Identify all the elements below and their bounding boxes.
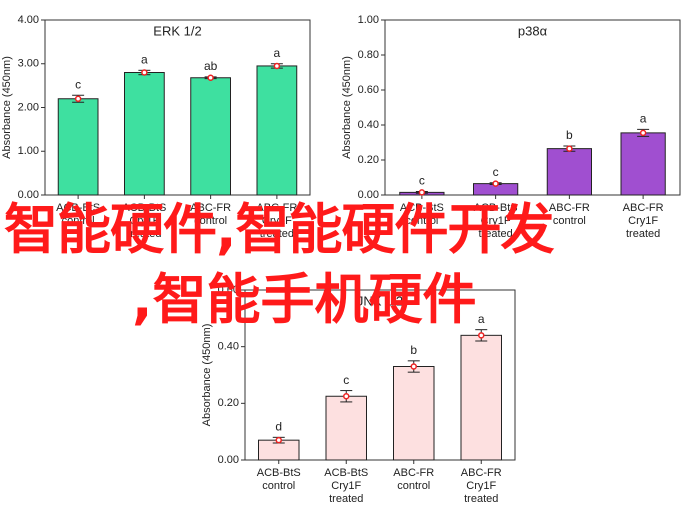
x-tick-label: ABC-FR bbox=[256, 202, 297, 214]
value-label: d bbox=[275, 420, 282, 434]
x-tick-label: Cry1F bbox=[481, 215, 511, 227]
x-tick-label: Cry1F bbox=[262, 215, 292, 227]
x-tick-label: treated bbox=[626, 228, 660, 240]
data-point bbox=[418, 189, 426, 196]
x-tick-label: Cry1F bbox=[331, 480, 361, 492]
x-tick-label: ACB-BtS bbox=[122, 202, 166, 214]
y-tick-label: 0.60 bbox=[358, 84, 379, 96]
chart-title: ERK 1/2 bbox=[153, 23, 201, 38]
x-tick-label: Cry1F bbox=[129, 215, 159, 227]
x-tick-label: treated bbox=[464, 493, 498, 505]
x-tick-label: ABC-FR bbox=[623, 202, 664, 214]
bar bbox=[124, 72, 165, 196]
data-point bbox=[492, 180, 499, 187]
x-tick-label: ACB-BtS bbox=[257, 467, 301, 479]
value-label: c bbox=[343, 373, 349, 387]
x-tick-label: ABC-FR bbox=[549, 202, 590, 214]
value-label: a bbox=[274, 46, 281, 60]
y-tick-label: 4.00 bbox=[18, 14, 39, 26]
value-label: c bbox=[419, 174, 425, 188]
y-tick-label: 1.00 bbox=[358, 14, 379, 26]
value-label: a bbox=[640, 112, 647, 126]
y-tick-label: 0.00 bbox=[358, 189, 379, 201]
value-label: b bbox=[566, 128, 573, 142]
x-tick-label: ACB-BtS bbox=[474, 202, 518, 214]
x-tick-label: ABC-FR bbox=[393, 467, 434, 479]
x-tick-label: ABC-FR bbox=[190, 202, 231, 214]
y-tick-label: 0.40 bbox=[358, 119, 379, 131]
bar bbox=[57, 98, 99, 196]
plot-frame bbox=[244, 289, 516, 461]
overlay-text: ,智能手机硬件 bbox=[132, 268, 477, 331]
bar bbox=[325, 395, 367, 461]
value-label: a bbox=[141, 52, 148, 66]
data-point bbox=[207, 74, 214, 81]
x-tick-label: control bbox=[397, 480, 430, 492]
y-axis-label: Absorbance (450nm) bbox=[1, 56, 13, 159]
y-tick-label: 0.80 bbox=[358, 49, 379, 61]
x-tick-label: control bbox=[62, 215, 95, 227]
x-tick-label: ABC-FR bbox=[461, 467, 502, 479]
y-axis-label: Absorbance (450nm) bbox=[341, 56, 353, 159]
x-tick-label: Cry1F bbox=[466, 480, 496, 492]
data-point bbox=[275, 436, 282, 444]
x-tick-label: treated bbox=[260, 228, 294, 240]
x-tick-label: treated bbox=[127, 228, 161, 240]
y-tick-label: 3.00 bbox=[18, 58, 39, 70]
chart-title: JNK 1/2 bbox=[357, 293, 403, 308]
data-point bbox=[74, 95, 82, 102]
value-label: b bbox=[410, 343, 417, 357]
x-tick-label: ACB-BtS bbox=[400, 202, 444, 214]
bar bbox=[190, 77, 231, 196]
data-point bbox=[639, 129, 647, 137]
x-tick-label: control bbox=[405, 215, 438, 227]
bar bbox=[546, 148, 592, 196]
y-tick-label: 0.00 bbox=[18, 189, 39, 201]
data-point bbox=[343, 393, 350, 400]
y-tick-label: 0.20 bbox=[218, 397, 239, 409]
value-label: ab bbox=[204, 59, 218, 73]
y-tick-label: 0.40 bbox=[218, 341, 239, 353]
data-point bbox=[141, 69, 148, 76]
chart-title: p38α bbox=[518, 23, 548, 38]
y-tick-label: 2.00 bbox=[18, 101, 39, 113]
y-tick-label: 1.00 bbox=[18, 145, 39, 157]
x-tick-label: control bbox=[553, 215, 586, 227]
value-label: c bbox=[75, 77, 81, 91]
plot-frame bbox=[384, 19, 681, 196]
x-tick-label: control bbox=[262, 480, 295, 492]
y-tick-label: 0.20 bbox=[358, 154, 379, 166]
data-point bbox=[273, 62, 281, 70]
data-point bbox=[566, 145, 573, 152]
x-tick-label: control bbox=[194, 215, 227, 227]
x-tick-label: ACB-BtS bbox=[56, 202, 100, 214]
bar bbox=[393, 366, 435, 461]
bar bbox=[460, 334, 502, 461]
value-label: c bbox=[493, 165, 499, 179]
value-label: a bbox=[478, 312, 485, 326]
overlay-text: 智能硬件,智能硬件开发 bbox=[4, 198, 555, 261]
y-tick-label: 0.00 bbox=[218, 454, 239, 466]
x-tick-label: treated bbox=[329, 493, 363, 505]
x-tick-label: treated bbox=[479, 228, 513, 240]
x-tick-label: ACB-BtS bbox=[324, 467, 368, 479]
data-point bbox=[410, 363, 417, 370]
data-point bbox=[478, 332, 485, 339]
bar bbox=[620, 132, 666, 196]
bar bbox=[256, 65, 298, 196]
y-tick-label: 0.60 bbox=[218, 284, 239, 296]
y-axis-label: Absorbance (450nm) bbox=[201, 324, 213, 427]
x-tick-label: Cry1F bbox=[628, 215, 658, 227]
